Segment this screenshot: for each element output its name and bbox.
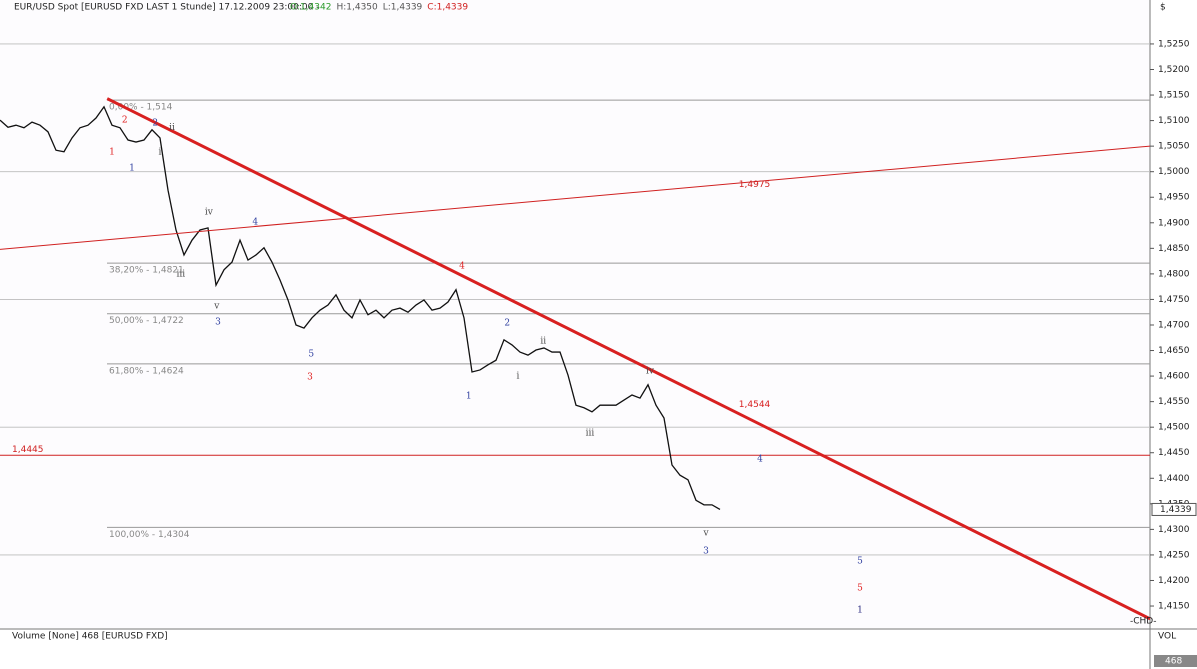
wave-label: 1 bbox=[109, 147, 115, 157]
price-tag-label: 1,4339 bbox=[1160, 505, 1192, 515]
y-tick-label: 1,4750 bbox=[1158, 295, 1190, 305]
level-label: 1,4445 bbox=[12, 445, 44, 455]
y-tick-label: 1,4700 bbox=[1158, 320, 1190, 330]
wave-label: iv bbox=[205, 208, 214, 218]
wave-label: 3 bbox=[215, 317, 221, 327]
wave-label: 4 bbox=[459, 262, 465, 272]
wave-label: iv bbox=[646, 366, 655, 376]
y-tick-label: 1,5250 bbox=[1158, 39, 1190, 49]
volume-axis: VOL bbox=[1158, 632, 1176, 642]
wave-label: 1 bbox=[857, 606, 863, 616]
y-tick-label: 1,5000 bbox=[1158, 167, 1190, 177]
wave-label: ii bbox=[540, 336, 546, 346]
corner-tag: -CHD- bbox=[1130, 617, 1156, 627]
wave-label: v bbox=[213, 302, 220, 312]
trendline-label: 1,4544 bbox=[739, 400, 771, 410]
wave-label: 3 bbox=[307, 373, 313, 383]
wave-label: 5 bbox=[857, 557, 863, 567]
wave-label: 3 bbox=[703, 546, 709, 556]
trendline bbox=[106, 97, 1151, 621]
volume-tag bbox=[1154, 655, 1197, 667]
wave-label: 5 bbox=[308, 350, 314, 360]
level-label: 100,00% - 1,4304 bbox=[109, 530, 190, 540]
wave-label: v bbox=[702, 528, 709, 538]
level-label: 0,00% - 1,514 bbox=[109, 103, 173, 113]
volume-title: Volume [None] 468 [EURUSD FXD] bbox=[12, 632, 168, 642]
volume-last: 468 bbox=[1165, 657, 1182, 667]
y-tick-label: 1,4250 bbox=[1158, 550, 1190, 560]
wave-label: i bbox=[159, 147, 162, 157]
level-label: 38,20% - 1,4821 bbox=[109, 266, 184, 276]
ohlc-label: L:1,4339 bbox=[383, 3, 423, 13]
y-tick-label: 1,4550 bbox=[1158, 397, 1190, 407]
y-tick-label: 1,5200 bbox=[1158, 65, 1190, 75]
wave-label: 4 bbox=[252, 217, 258, 227]
ohlc-label: C:1,4339 bbox=[427, 3, 468, 13]
level-label: 50,00% - 1,4722 bbox=[109, 316, 184, 326]
price-tag bbox=[1151, 502, 1197, 516]
y-tick-label: 1,4650 bbox=[1158, 346, 1190, 356]
wave-label: 2 bbox=[122, 116, 128, 126]
y-tick-label: 1,4450 bbox=[1158, 448, 1190, 458]
wave-label: 1 bbox=[129, 164, 135, 174]
trendline-label: 1,4975 bbox=[739, 180, 771, 190]
ohlc-label: O:1,4342 bbox=[290, 3, 331, 13]
wave-label: ii bbox=[169, 123, 175, 133]
y-tick-label: 1,4800 bbox=[1158, 269, 1190, 279]
y-tick-label: 1,4300 bbox=[1158, 525, 1190, 535]
wave-label: i bbox=[517, 372, 520, 382]
y-tick-label: 1,4400 bbox=[1158, 474, 1190, 484]
chart-title: EUR/USD Spot [EURUSD FXD LAST 1 Stunde] … bbox=[14, 3, 319, 13]
ohlc-label: H:1,4350 bbox=[336, 3, 378, 13]
y-tick-label: 1,4600 bbox=[1158, 372, 1190, 382]
wave-label: iii bbox=[176, 269, 185, 279]
wave-label: 2 bbox=[152, 119, 158, 129]
wave-label: 2 bbox=[504, 318, 510, 328]
currency: $ bbox=[1160, 3, 1166, 13]
y-tick-label: 1,4200 bbox=[1158, 576, 1190, 586]
price-line bbox=[0, 105, 721, 511]
y-tick-label: 1,4950 bbox=[1158, 193, 1190, 203]
level-label: 61,80% - 1,4624 bbox=[109, 366, 184, 376]
wave-label: 4 bbox=[757, 454, 763, 464]
trendline bbox=[0, 145, 1151, 250]
y-tick-label: 1,4150 bbox=[1158, 602, 1190, 612]
wave-label: iii bbox=[586, 428, 595, 438]
y-tick-label: 1,5050 bbox=[1158, 142, 1190, 152]
y-tick-label: 1,5150 bbox=[1158, 91, 1190, 101]
y-tick-label: 1,4900 bbox=[1158, 218, 1190, 228]
wave-label: 1 bbox=[466, 392, 472, 402]
y-tick-label: 1,4850 bbox=[1158, 244, 1190, 254]
y-tick-label: 1,4500 bbox=[1158, 423, 1190, 433]
wave-label: 5 bbox=[857, 584, 863, 594]
y-tick-label: 1,5100 bbox=[1158, 116, 1190, 126]
